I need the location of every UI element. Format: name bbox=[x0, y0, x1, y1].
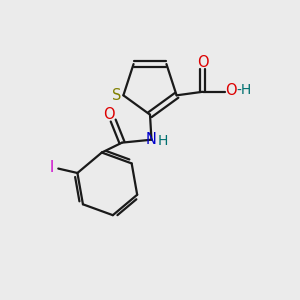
Text: O: O bbox=[197, 55, 208, 70]
Text: O: O bbox=[103, 106, 115, 122]
Text: S: S bbox=[112, 88, 122, 103]
Text: H: H bbox=[158, 134, 168, 148]
Text: O: O bbox=[225, 83, 237, 98]
Text: -H: -H bbox=[236, 83, 251, 97]
Text: I: I bbox=[50, 160, 54, 175]
Text: N: N bbox=[146, 132, 156, 147]
